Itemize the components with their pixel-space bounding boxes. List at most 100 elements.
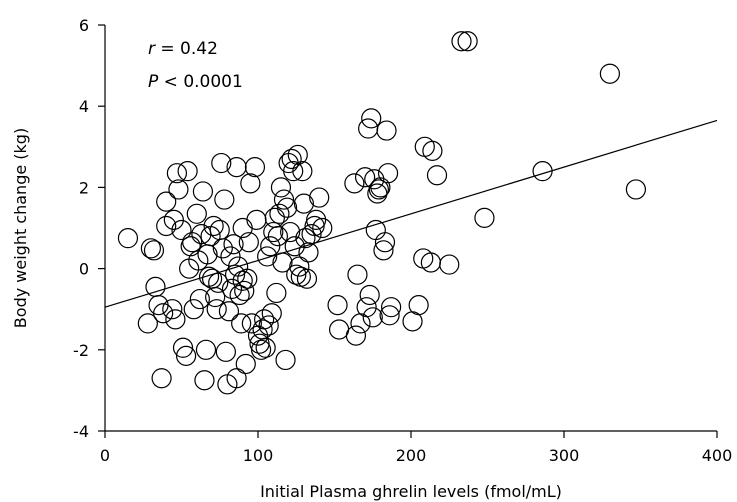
- data-point-61: [241, 313, 262, 334]
- data-point-7: [153, 303, 174, 324]
- data-point-109: [355, 167, 376, 188]
- data-point-105: [344, 173, 365, 194]
- data-point-135: [457, 31, 478, 52]
- data-point-1: [137, 313, 158, 334]
- x-axis-title: Initial Plasma ghrelin levels (fmol/mL): [260, 482, 562, 501]
- r-symbol: r: [148, 39, 156, 59]
- data-point-18: [177, 161, 198, 182]
- data-point-17: [175, 345, 197, 366]
- data-point-130: [420, 252, 441, 273]
- data-point-50: [226, 157, 247, 178]
- data-point-86: [281, 148, 302, 170]
- data-point-122: [376, 120, 397, 141]
- data-point-104: [328, 319, 350, 340]
- data-point-91: [289, 256, 310, 277]
- data-point-113: [361, 108, 382, 129]
- data-point-27: [192, 181, 214, 202]
- data-point-13: [166, 163, 188, 184]
- data-point-110: [356, 297, 377, 318]
- data-point-56: [234, 280, 255, 302]
- data-point-79: [270, 177, 292, 198]
- data-point-93: [292, 161, 313, 182]
- data-point-25: [189, 288, 210, 310]
- data-point-82: [275, 349, 296, 371]
- data-point-120: [373, 240, 394, 261]
- data-point-136: [474, 207, 495, 228]
- data-point-111: [358, 118, 379, 139]
- axis-ticks: 0 100 200 300 400 -4 -2 0 2 4 6: [73, 16, 732, 465]
- data-point-35: [205, 286, 226, 308]
- data-point-68: [254, 309, 275, 330]
- p-annotation: P < 0.0001: [148, 72, 243, 92]
- data-point-49: [226, 368, 247, 389]
- data-point-39: [211, 152, 232, 174]
- data-point-23: [186, 203, 207, 224]
- y-axis-title: Body weight change (kg): [11, 128, 30, 328]
- data-point-133: [439, 254, 460, 275]
- data-point-22: [183, 299, 204, 320]
- data-point-8: [156, 215, 177, 237]
- data-point-69: [255, 337, 276, 358]
- data-point-72: [260, 236, 281, 257]
- data-point-103: [327, 295, 348, 316]
- x-tick-label-0: 0: [100, 446, 110, 465]
- data-point-132: [426, 165, 448, 186]
- data-point-139: [625, 179, 647, 200]
- data-point-15: [171, 219, 192, 241]
- data-point-73: [261, 303, 282, 324]
- y-tick-label-2: 0: [79, 260, 89, 279]
- data-point-34: [203, 215, 224, 237]
- data-point-90: [287, 144, 308, 166]
- data-point-42: [215, 341, 236, 362]
- data-point-127: [408, 295, 429, 316]
- y-tick-label-0: -4: [73, 422, 89, 441]
- data-point-134: [451, 31, 472, 52]
- data-point-124: [379, 305, 400, 326]
- regression-line: [104, 119, 718, 308]
- data-point-63: [246, 209, 267, 230]
- data-point-75: [264, 207, 285, 228]
- x-tick-label-4: 400: [702, 446, 733, 465]
- data-point-77: [267, 226, 288, 247]
- data-point-118: [368, 179, 389, 200]
- data-point-83: [276, 197, 298, 218]
- y-tick-label-1: -2: [73, 341, 89, 360]
- p-value: < 0.0001: [158, 72, 243, 92]
- data-point-71: [258, 315, 279, 336]
- r-value: = 0.42: [155, 39, 218, 59]
- y-tick-label-5: 6: [79, 16, 89, 35]
- data-point-115: [364, 169, 385, 190]
- data-point-10: [162, 299, 183, 320]
- y-tick-label-4: 4: [79, 97, 89, 116]
- data-point-45: [220, 246, 241, 267]
- data-point-100: [306, 209, 327, 230]
- data-point-81: [273, 189, 295, 210]
- data-point-16: [172, 337, 194, 358]
- data-point-102: [312, 217, 333, 239]
- data-point-58: [237, 268, 258, 289]
- data-points: [117, 31, 647, 395]
- data-point-9: [156, 191, 177, 212]
- data-point-89: [286, 264, 307, 285]
- data-point-96: [296, 268, 318, 289]
- data-point-0: [117, 228, 139, 249]
- data-point-129: [414, 136, 435, 157]
- data-point-119: [370, 177, 391, 198]
- data-point-66: [250, 339, 272, 360]
- data-point-74: [263, 221, 284, 243]
- r-annotation: r = 0.42: [148, 39, 218, 59]
- data-point-36: [206, 299, 227, 320]
- data-point-60: [240, 173, 261, 194]
- data-point-62: [244, 157, 266, 178]
- data-point-41: [214, 189, 235, 210]
- data-point-46: [221, 278, 243, 299]
- data-point-6: [151, 368, 172, 389]
- data-point-94: [293, 193, 314, 214]
- data-point-37: [208, 272, 229, 293]
- data-point-47: [223, 234, 244, 255]
- data-point-87: [283, 161, 304, 182]
- data-point-138: [599, 63, 621, 84]
- data-point-29: [195, 339, 217, 360]
- data-point-2: [140, 238, 161, 259]
